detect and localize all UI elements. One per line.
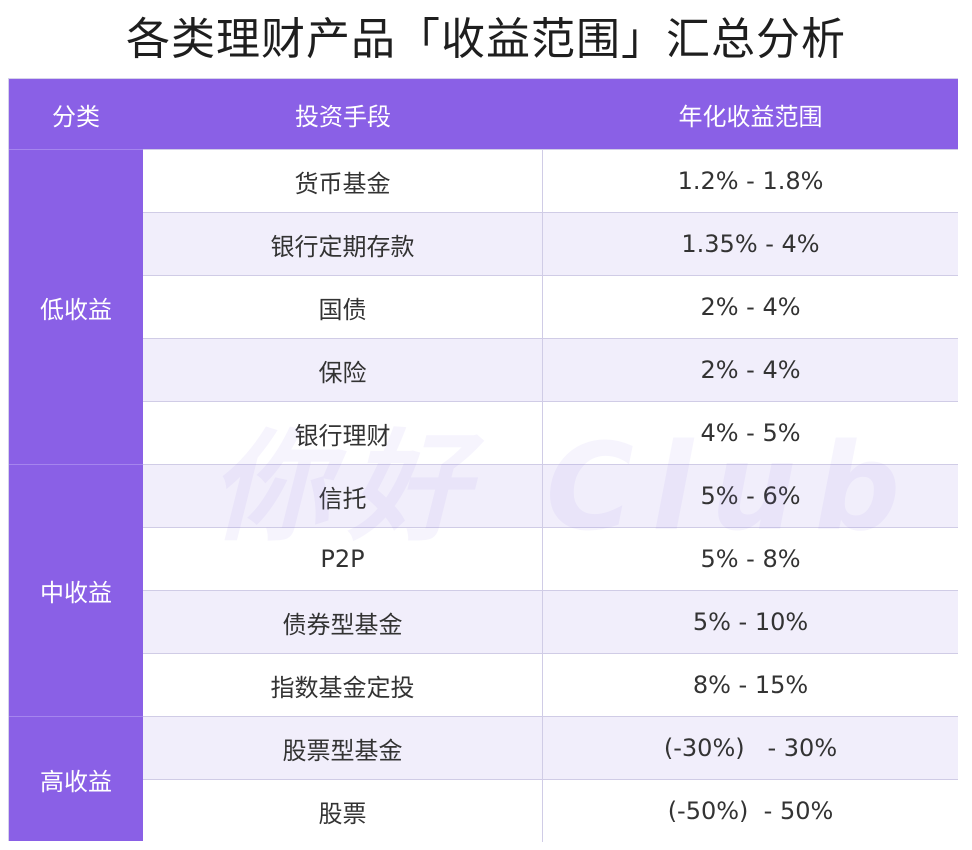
table-row: 国债 2% - 4%	[143, 275, 958, 338]
range-cell: (-30%) - 30%	[663, 734, 838, 762]
range-cell: 4% - 5%	[700, 419, 801, 447]
method-cell: 信托	[143, 465, 543, 527]
table-row: 银行理财 4% - 5%	[143, 401, 958, 464]
method-cell: 保险	[143, 339, 543, 401]
header-category: 分类	[9, 79, 144, 149]
method-cell: 银行定期存款	[143, 213, 543, 275]
table-row: 保险 2% - 4%	[143, 338, 958, 401]
header-range: 年化收益范围	[543, 79, 958, 149]
method-cell: 货币基金	[143, 150, 543, 212]
range-cell: (-50%) - 50%	[667, 797, 834, 825]
range-cell: 8% - 15%	[692, 671, 809, 699]
method-cell: 债券型基金	[143, 591, 543, 653]
range-cell: 5% - 8%	[700, 545, 801, 573]
category-high: 高收益	[9, 716, 143, 841]
table-row: 股票型基金 (-30%) - 30%	[143, 716, 958, 779]
range-cell: 1.2% - 1.8%	[677, 167, 824, 195]
table-row: 股票 (-50%) - 50%	[143, 779, 958, 842]
range-cell: 1.35% - 4%	[681, 230, 820, 258]
table-row: 债券型基金 5% - 10%	[143, 590, 958, 653]
header-method: 投资手段	[143, 79, 544, 149]
table-row: 指数基金定投 8% - 15%	[143, 653, 958, 716]
method-cell: 股票型基金	[143, 717, 543, 779]
category-low: 低收益	[9, 149, 143, 464]
range-cell: 5% - 10%	[692, 608, 809, 636]
table-row: 银行定期存款 1.35% - 4%	[143, 212, 958, 275]
method-cell: 股票	[143, 780, 543, 842]
table-row: 货币基金 1.2% - 1.8%	[143, 149, 958, 212]
method-cell: 国债	[143, 276, 543, 338]
category-mid: 中收益	[9, 464, 143, 716]
method-cell: 银行理财	[143, 402, 543, 464]
table-row: 信托 5% - 6%	[143, 464, 958, 527]
table-row: P2P 5% - 8%	[143, 527, 958, 590]
method-cell: P2P	[143, 528, 543, 590]
returns-table: 分类 投资手段 年化收益范围 低收益 中收益 高收益 货币基金 1.2% - 1…	[8, 78, 958, 842]
range-cell: 5% - 6%	[700, 482, 801, 510]
method-cell: 指数基金定投	[143, 654, 543, 716]
page-title: 各类理财产品「收益范围」汇总分析	[126, 14, 846, 65]
range-cell: 2% - 4%	[700, 293, 801, 321]
range-cell: 2% - 4%	[700, 356, 801, 384]
